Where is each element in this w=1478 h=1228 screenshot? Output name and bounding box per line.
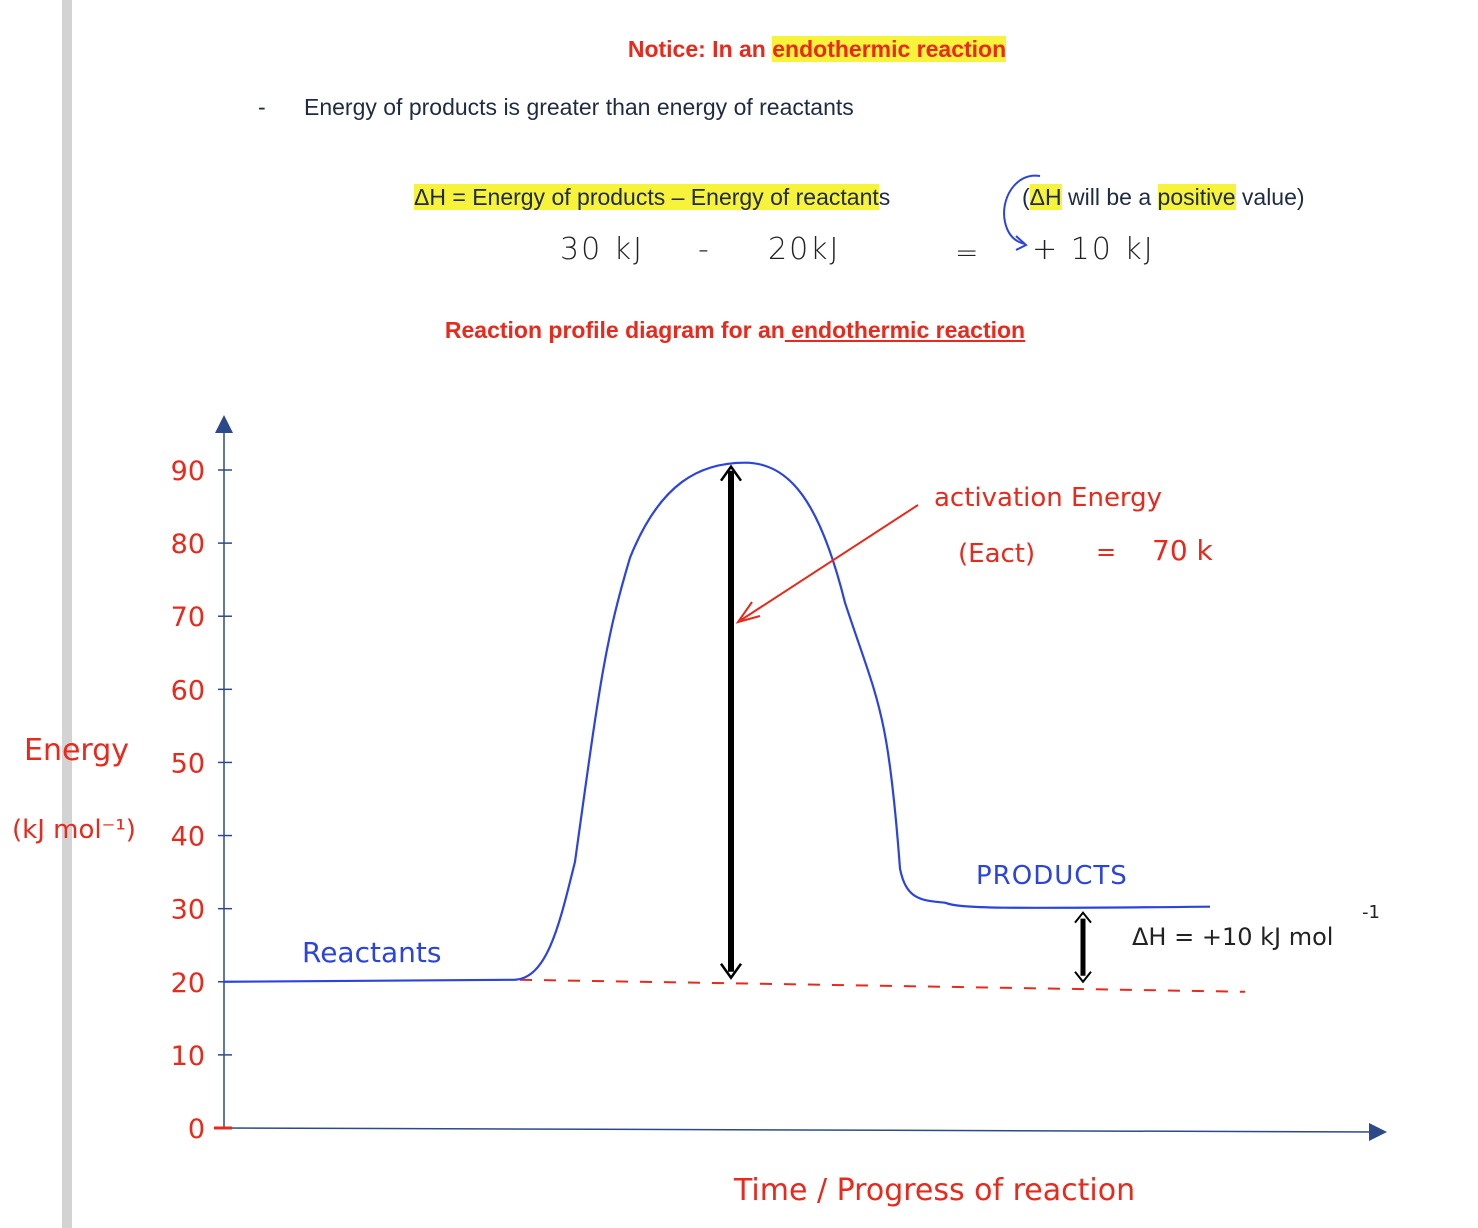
y-tick-label: 50 <box>171 748 205 779</box>
y-tick-label: 80 <box>171 529 205 560</box>
activation-energy-arrow-head-bottom <box>719 963 743 980</box>
y-tick-label: 90 <box>171 456 205 487</box>
positive-value-note: (ΔH will be a positive value) <box>1022 184 1305 211</box>
activation-value: 70 k <box>1152 534 1214 567</box>
note-mid: will be a <box>1061 184 1158 210</box>
activation-equals: = <box>1096 538 1116 566</box>
products-label: PRODUCTS <box>976 861 1128 891</box>
calc-result: + 10 kJ <box>1032 232 1155 267</box>
y-tick-label: 70 <box>171 602 205 633</box>
formula-rhs-tail: s <box>878 184 891 210</box>
diagram-subtitle: Reaction profile diagram for an endother… <box>0 317 1470 344</box>
y-tick-label: 10 <box>171 1041 205 1072</box>
delta-h-label: ΔH = +10 kJ mol <box>1132 923 1333 951</box>
activation-pointer-line <box>737 504 919 623</box>
note-dh: ΔH <box>1029 184 1062 210</box>
activation-energy-arrow-head-top <box>719 464 743 482</box>
formula-rhs: Energy of products – Energy of reactant <box>472 184 879 210</box>
y-axis-label-line2: (kJ mol⁻¹) <box>12 815 136 845</box>
reactants-label: Reactants <box>302 936 441 969</box>
energy-curve <box>223 461 1211 983</box>
bullet-text: Energy of products is greater than energ… <box>304 94 854 120</box>
notice-heading: Notice: In an endothermic reaction <box>0 36 1478 63</box>
note-positive: positive <box>1157 184 1236 210</box>
reactants-level-dashed-line <box>519 978 1246 993</box>
y-ticks <box>214 469 232 1130</box>
notice-highlight: endothermic reaction <box>772 36 1007 62</box>
calc-minus: - <box>698 232 711 267</box>
y-tick-label: 20 <box>171 968 205 999</box>
activation-label-line2: (Eact) <box>958 539 1035 569</box>
bullet-marker: - <box>258 94 266 120</box>
activation-label-line1: activation Energy <box>934 483 1162 513</box>
y-tick-label: 30 <box>171 895 205 926</box>
note-open: ( <box>1022 184 1030 210</box>
calc-equals: = <box>955 236 981 269</box>
x-axis <box>223 1122 1387 1141</box>
curly-arrow <box>1003 174 1041 245</box>
delta-h-arrow-head-bottom <box>1074 971 1092 984</box>
y-tick-label: 40 <box>171 822 205 853</box>
y-tick-label: 0 <box>188 1114 205 1145</box>
subtitle-prefix: Reaction profile diagram for an <box>444 317 785 343</box>
note-close: value) <box>1235 184 1305 210</box>
y-axis-label-line1: Energy <box>24 733 129 768</box>
y-tick-label: 60 <box>171 675 205 706</box>
x-axis-label: Time / Progress of reaction <box>733 1173 1135 1208</box>
formula-lhs: ΔH = <box>414 184 473 210</box>
activation-pointer-head <box>735 601 761 624</box>
page-margin-bar <box>62 0 72 1228</box>
curly-arrow-head <box>1015 235 1028 251</box>
delta-h-formula: ΔH = Energy of products – Energy of reac… <box>414 184 890 211</box>
calc-reactants: 20kJ <box>768 232 841 267</box>
delta-h-superscript: -1 <box>1362 902 1380 923</box>
delta-h-arrow-head-top <box>1074 911 1092 924</box>
subtitle-underlined: endothermic reaction <box>784 317 1026 343</box>
notice-prefix: Notice: In an <box>627 36 773 62</box>
y-tick-labels: 0 10 20 30 40 50 60 70 80 90 <box>171 456 205 1145</box>
calc-products: 30 kJ <box>560 232 644 267</box>
